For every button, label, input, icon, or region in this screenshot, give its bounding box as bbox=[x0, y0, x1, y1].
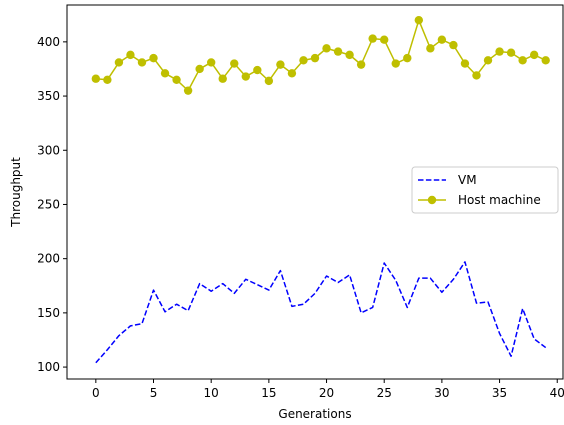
data-point-host-machine bbox=[437, 35, 447, 44]
legend: VM Host machine bbox=[411, 166, 559, 214]
series-line-vm bbox=[95, 261, 547, 364]
data-point-host-machine bbox=[368, 34, 377, 43]
data-point-host-machine bbox=[299, 56, 308, 65]
ticks-layer: 0 5 10 15 20 25 30 35 40 100 150 200 250 300 350 400 bbox=[37, 35, 564, 400]
data-point-host-machine bbox=[114, 58, 124, 67]
data-point-host-machine bbox=[483, 56, 493, 65]
data-point-host-machine bbox=[426, 44, 435, 53]
data-point-host-machine bbox=[449, 40, 458, 50]
y-tick-label: 350 bbox=[37, 89, 60, 103]
axes-layer bbox=[66, 4, 564, 380]
data-point-host-machine bbox=[206, 58, 216, 67]
data-point-host-machine bbox=[506, 48, 516, 57]
y-tick-label: 250 bbox=[37, 197, 60, 211]
x-tick-label: 15 bbox=[261, 386, 276, 400]
data-point-host-machine bbox=[518, 56, 527, 65]
data-point-host-machine bbox=[495, 47, 504, 56]
y-tick-label: 200 bbox=[37, 252, 60, 266]
data-point-host-machine bbox=[195, 64, 204, 74]
data-point-host-machine bbox=[287, 69, 297, 78]
data-point-host-machine bbox=[541, 56, 550, 65]
data-point-host-machine bbox=[356, 60, 366, 69]
data-point-host-machine bbox=[310, 53, 320, 63]
data-point-host-machine bbox=[230, 59, 239, 68]
legend-marker-host-machine bbox=[427, 195, 437, 205]
data-point-host-machine bbox=[333, 47, 343, 56]
data-point-host-machine bbox=[183, 86, 193, 95]
data-point-host-machine bbox=[160, 69, 170, 78]
plot-frame bbox=[66, 4, 564, 380]
x-tick-label: 5 bbox=[150, 386, 158, 400]
data-point-host-machine bbox=[276, 60, 285, 69]
data-point-host-machine bbox=[253, 65, 262, 75]
series-layer bbox=[91, 15, 550, 364]
data-point-host-machine bbox=[218, 74, 227, 83]
y-tick-label: 150 bbox=[37, 306, 60, 320]
data-point-host-machine bbox=[529, 50, 539, 60]
x-tick-label: 25 bbox=[377, 386, 392, 400]
x-tick-label: 10 bbox=[204, 386, 219, 400]
legend-box bbox=[411, 166, 559, 214]
data-point-host-machine bbox=[414, 15, 424, 25]
y-tick-label: 300 bbox=[37, 143, 60, 157]
legend-label-vm: VM bbox=[458, 173, 477, 187]
data-point-host-machine bbox=[91, 74, 101, 83]
y-tick-label: 100 bbox=[37, 360, 60, 374]
data-point-host-machine bbox=[172, 75, 181, 85]
x-tick-label: 20 bbox=[319, 386, 334, 400]
data-point-host-machine bbox=[345, 50, 354, 60]
x-tick-label: 30 bbox=[434, 386, 449, 400]
data-point-host-machine bbox=[472, 71, 481, 80]
data-point-host-machine bbox=[149, 53, 158, 63]
data-point-host-machine bbox=[403, 53, 412, 63]
data-point-host-machine bbox=[391, 59, 400, 68]
data-point-host-machine bbox=[126, 50, 135, 60]
x-tick-label: 40 bbox=[550, 386, 564, 400]
data-point-host-machine bbox=[241, 72, 250, 81]
data-point-host-machine bbox=[460, 59, 470, 68]
y-axis-title: Throughput bbox=[9, 157, 23, 228]
data-point-host-machine bbox=[380, 35, 389, 44]
legend-label-host-machine: Host machine bbox=[458, 193, 541, 207]
x-tick-label: 0 bbox=[92, 386, 100, 400]
x-axis-title: Generations bbox=[278, 407, 351, 421]
x-tick-label: 35 bbox=[492, 386, 507, 400]
data-point-host-machine bbox=[137, 58, 147, 67]
data-point-host-machine bbox=[322, 44, 331, 53]
data-point-host-machine bbox=[264, 76, 274, 86]
y-tick-label: 400 bbox=[37, 35, 60, 49]
data-point-host-machine bbox=[103, 75, 112, 85]
series-line-host-machine bbox=[95, 19, 547, 92]
